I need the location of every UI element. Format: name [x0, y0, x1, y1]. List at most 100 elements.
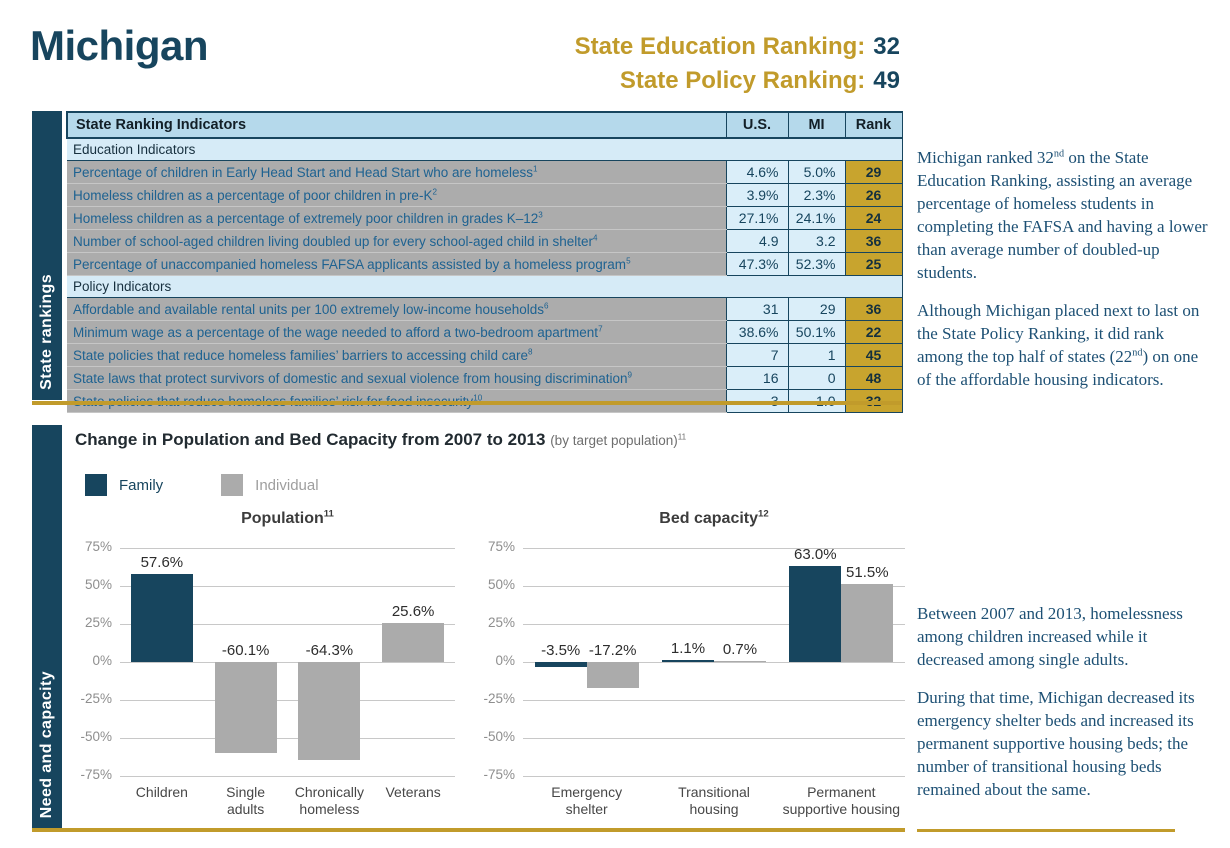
policy-ranking-label: State Policy Ranking: [619, 67, 866, 94]
category-label: Transitional housing [678, 784, 750, 817]
indicator-label: Homeless children as a percentage of ext… [67, 206, 727, 230]
table-row: Minimum wage as a percentage of the wage… [67, 320, 903, 344]
bed-capacity-chart-title: Bed capacity12 [659, 508, 769, 527]
section-label: Education Indicators [67, 138, 903, 161]
charts-bottom-rule [32, 828, 905, 832]
bar-single-adults-individual [214, 662, 277, 754]
y-tick-label: 0% [495, 653, 515, 668]
legend-label: Family [119, 476, 164, 494]
family-swatch [85, 474, 107, 496]
bed-capacity-x-axis: Emergency shelter Transitional housing Per… [523, 776, 905, 826]
mi-value: 0 [787, 366, 846, 390]
y-tick-label: -25% [483, 691, 515, 706]
indicators-table: State Ranking Indicators U.S. MI Rank Ed… [66, 111, 903, 413]
bar-value-label: -60.1% [221, 642, 270, 659]
bed-capacity-plot-area: -3.5% -17.2% 1.1% 0.7% 63.0% 51.5% [523, 546, 905, 777]
capacity-note: Between 2007 and 2013, homelessness amon… [917, 602, 1209, 816]
gridline [120, 700, 455, 701]
gridline [120, 662, 455, 663]
mi-value: 52.3% [787, 252, 846, 276]
sidebar-state-rankings-label: State rankings [38, 274, 55, 390]
bed-capacity-y-axis: 75% 50% 25% 0% -25% -50% -75% [483, 539, 523, 782]
table-row: Homeless children as a percentage of ext… [67, 206, 903, 230]
y-tick-label: 25% [84, 615, 112, 630]
bar-permanent-supportive-housing-individual [841, 583, 894, 662]
y-tick-label: 50% [487, 577, 515, 592]
population-chart-title: Population11 [241, 508, 334, 527]
gridline [523, 738, 905, 739]
mi-value: 3.2 [787, 229, 846, 253]
bar-value-label: 63.0% [794, 546, 837, 564]
legend-item-individual: Individual [221, 474, 319, 496]
us-value: 27.1% [725, 206, 789, 230]
rank-value: 24 [844, 206, 903, 230]
indicator-label: Affordable and available rental units pe… [67, 297, 727, 321]
rank-value: 36 [844, 297, 903, 321]
rank-value: 36 [844, 229, 903, 253]
bar-emergency-shelter-individual [586, 662, 639, 689]
y-tick-label: 0% [92, 653, 112, 668]
rank-value: 25 [844, 252, 903, 276]
y-tick-label: -25% [80, 691, 112, 706]
bar-value-label: 1.1% [670, 640, 706, 658]
education-ranking-value: 32 [873, 33, 900, 60]
sidebar-need-and-capacity: Need and capacity [32, 425, 62, 828]
indicator-label: Number of school-aged children living do… [67, 229, 727, 253]
bar-chronically-homeless-individual [298, 662, 361, 760]
table-row: Affordable and available rental units pe… [67, 297, 903, 321]
y-tick-label: -50% [80, 729, 112, 744]
page-title: Michigan [30, 22, 209, 69]
table-section-row: Policy Indicators [67, 275, 903, 298]
individual-swatch [221, 474, 244, 496]
policy-ranking-line: State Policy Ranking: 49 [575, 64, 900, 98]
population-chart: Population11 75% 50% 25% 0% -25% -50% -75% 57.… [80, 508, 455, 826]
column-header-indicators: State Ranking Indicators [66, 111, 726, 139]
bar-value-label: 25.6% [391, 603, 435, 621]
population-y-axis: 75% 50% 25% 0% -25% -50% -75% [80, 539, 120, 782]
note-paragraph: During that time, Michigan decreased its… [917, 688, 1195, 799]
charts-heading-main: Change in Population and Bed Capacity fr… [75, 430, 546, 449]
bar-veterans-individual [382, 623, 445, 662]
y-tick-label: 25% [487, 615, 515, 630]
category-label: Emergency shelter [551, 784, 623, 817]
indicator-label: State policies that reduce homeless fami… [67, 343, 727, 367]
section-label: Policy Indicators [67, 275, 903, 298]
table-row: State laws that protect survivors of dom… [67, 366, 903, 390]
indicator-label: State laws that protect survivors of dom… [67, 366, 727, 390]
mi-value: 24.1% [787, 206, 846, 230]
category-label: Veterans [385, 784, 441, 800]
gridline [120, 738, 455, 739]
mi-value: 5.0% [787, 160, 846, 184]
y-tick-label: -75% [483, 767, 515, 782]
rank-value: 26 [844, 183, 903, 207]
sidebar-need-and-capacity-label: Need and capacity [38, 670, 55, 818]
bar-value-label: -17.2% [588, 642, 637, 659]
gridline [120, 548, 455, 549]
rank-value: 48 [844, 366, 903, 390]
category-label: Children [135, 784, 188, 800]
us-value: 38.6% [725, 320, 789, 344]
y-tick-label: 75% [84, 539, 112, 554]
category-label: Chronically homeless [294, 784, 364, 817]
bed-capacity-chart: Bed capacity12 75% 50% 25% 0% -25% -50% -75% -… [483, 508, 905, 826]
table-row: State policies that reduce homeless fami… [67, 343, 903, 367]
y-tick-label: -50% [483, 729, 515, 744]
table-bottom-rule [32, 401, 901, 405]
gridline [120, 586, 455, 587]
mi-value: 2.3% [787, 183, 846, 207]
table-row: Percentage of unaccompanied homeless FAF… [67, 252, 903, 276]
y-tick-label: 75% [487, 539, 515, 554]
bar-permanent-supportive-housing-family [789, 566, 842, 662]
bar-value-label: 0.7% [722, 640, 758, 658]
column-header-us: U.S. [725, 111, 788, 139]
column-header-rank: Rank [844, 111, 903, 139]
indicator-label: Homeless children as a percentage of poo… [67, 183, 727, 207]
charts-section-heading: Change in Population and Bed Capacity fr… [75, 430, 686, 450]
y-tick-label: 50% [84, 577, 112, 592]
mi-value: 29 [787, 297, 846, 321]
mi-value: 1 [787, 343, 846, 367]
bar-value-label: -3.5% [541, 642, 581, 659]
education-ranking-note: Michigan ranked 32nd on the State Educat… [917, 146, 1209, 406]
gridline [523, 776, 905, 777]
